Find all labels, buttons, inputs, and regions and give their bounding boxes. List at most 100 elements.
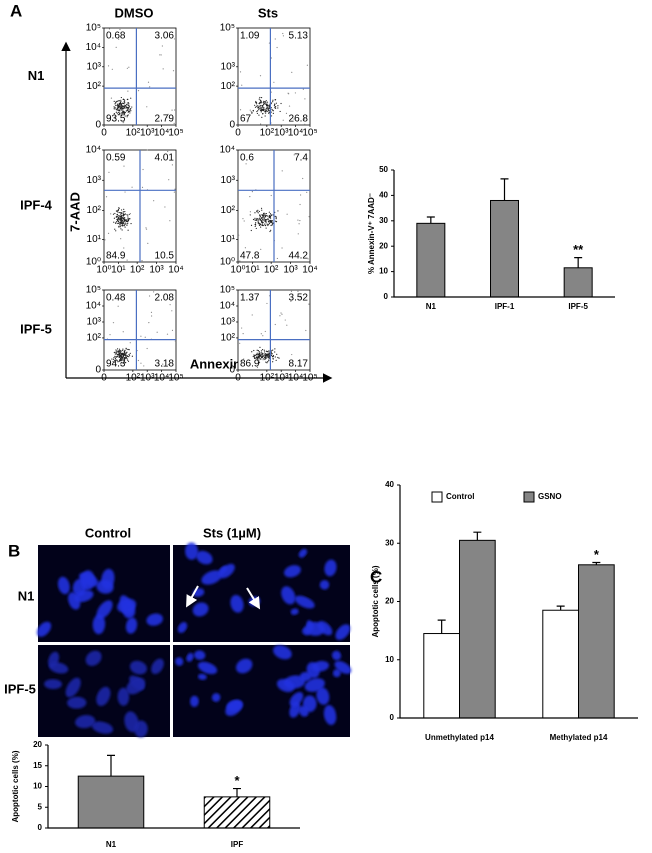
event-dot bbox=[268, 211, 270, 213]
event-dot bbox=[282, 119, 284, 121]
event-dot bbox=[124, 361, 126, 364]
event-dot bbox=[120, 238, 122, 240]
event-dot bbox=[273, 81, 275, 83]
event-dot bbox=[107, 232, 110, 234]
bar bbox=[578, 564, 615, 719]
event-dot bbox=[299, 364, 301, 367]
event-dot bbox=[262, 358, 264, 360]
x-tick-label: 10² bbox=[264, 265, 279, 276]
event-dot bbox=[113, 217, 116, 219]
event-dot bbox=[304, 123, 306, 125]
event-dot bbox=[264, 215, 266, 217]
event-dot bbox=[256, 217, 258, 220]
nucleus bbox=[316, 687, 330, 705]
nucleus bbox=[126, 677, 146, 695]
event-dot bbox=[157, 261, 159, 263]
event-dot bbox=[120, 357, 122, 359]
nucleus bbox=[276, 678, 295, 693]
event-dot bbox=[259, 99, 261, 101]
event-dot bbox=[263, 217, 265, 219]
event-dot bbox=[272, 99, 274, 101]
event-dot bbox=[115, 222, 117, 224]
event-dot bbox=[173, 191, 175, 193]
event-dot bbox=[270, 224, 272, 227]
event-dot bbox=[258, 98, 260, 100]
event-dot bbox=[114, 116, 116, 118]
event-dot bbox=[299, 194, 302, 196]
event-dot bbox=[114, 108, 116, 110]
nucleus bbox=[129, 660, 147, 675]
quadrant-value: 0.59 bbox=[106, 153, 126, 164]
event-dot bbox=[268, 107, 270, 109]
event-dot bbox=[258, 224, 261, 226]
y-tick-label: 20 bbox=[379, 241, 388, 250]
event-dot bbox=[122, 331, 124, 333]
event-dot bbox=[114, 212, 116, 215]
event-dot bbox=[261, 224, 264, 227]
quadrant-value: 4.01 bbox=[155, 153, 175, 164]
y-tick-label: 10³ bbox=[87, 175, 102, 186]
event-dot bbox=[278, 357, 280, 359]
event-dot bbox=[262, 105, 264, 107]
event-dot bbox=[266, 219, 268, 221]
y-tick-label: 10² bbox=[221, 333, 236, 344]
x-tick-label: Methylated p14 bbox=[550, 733, 608, 742]
event-dot bbox=[268, 42, 271, 44]
event-dot bbox=[258, 108, 260, 110]
quadrant-value: 3.06 bbox=[155, 31, 175, 42]
quadrant-value: 44.2 bbox=[289, 251, 309, 262]
event-dot bbox=[269, 213, 272, 215]
event-dot bbox=[153, 291, 155, 293]
y-tick-label: 0 bbox=[229, 120, 235, 131]
y-tick-label: 10⁴ bbox=[86, 42, 101, 53]
event-dot bbox=[249, 196, 251, 198]
x-tick-label: 0 bbox=[235, 373, 241, 384]
nucleus bbox=[44, 679, 62, 690]
event-dot bbox=[256, 105, 258, 107]
event-dot bbox=[119, 218, 121, 221]
event-dot bbox=[268, 214, 270, 217]
event-dot bbox=[121, 107, 123, 109]
quadrant-value: 84.9 bbox=[106, 251, 126, 262]
nucleus bbox=[96, 579, 114, 594]
event-dot bbox=[265, 227, 267, 229]
event-dot bbox=[117, 361, 119, 363]
event-dot bbox=[126, 351, 128, 353]
event-dot bbox=[258, 219, 260, 221]
event-dot bbox=[141, 186, 144, 189]
event-dot bbox=[119, 351, 121, 353]
event-dot bbox=[272, 110, 274, 112]
nucleus bbox=[294, 595, 315, 609]
error-bar bbox=[473, 531, 482, 541]
event-dot bbox=[271, 224, 273, 226]
event-dot bbox=[266, 362, 268, 364]
event-dot bbox=[127, 229, 129, 231]
event-dot bbox=[120, 354, 122, 356]
event-dot bbox=[253, 354, 255, 356]
event-dot bbox=[306, 191, 308, 193]
event-dot bbox=[123, 361, 125, 363]
event-dot bbox=[122, 122, 124, 124]
event-dot bbox=[161, 365, 163, 367]
event-dot bbox=[245, 163, 247, 165]
axes bbox=[393, 170, 615, 298]
event-dot bbox=[271, 353, 273, 355]
event-dot bbox=[113, 100, 115, 102]
event-dot bbox=[274, 356, 276, 358]
event-dot bbox=[119, 103, 121, 105]
nucleus bbox=[290, 608, 299, 615]
y-tick-label: 10⁵ bbox=[86, 23, 101, 34]
event-dot bbox=[115, 46, 117, 48]
y-tick-label: 10³ bbox=[221, 61, 236, 72]
event-dot bbox=[119, 101, 122, 104]
event-dot bbox=[118, 100, 120, 102]
event-dot bbox=[255, 103, 258, 105]
plot-frame bbox=[103, 27, 177, 126]
event-dot bbox=[270, 115, 273, 117]
event-dot bbox=[254, 354, 256, 357]
event-dot bbox=[275, 217, 277, 220]
event-dot bbox=[120, 353, 123, 355]
quadrant-value: 1.37 bbox=[240, 293, 260, 304]
event-dot bbox=[297, 233, 299, 235]
event-dot bbox=[113, 356, 115, 359]
